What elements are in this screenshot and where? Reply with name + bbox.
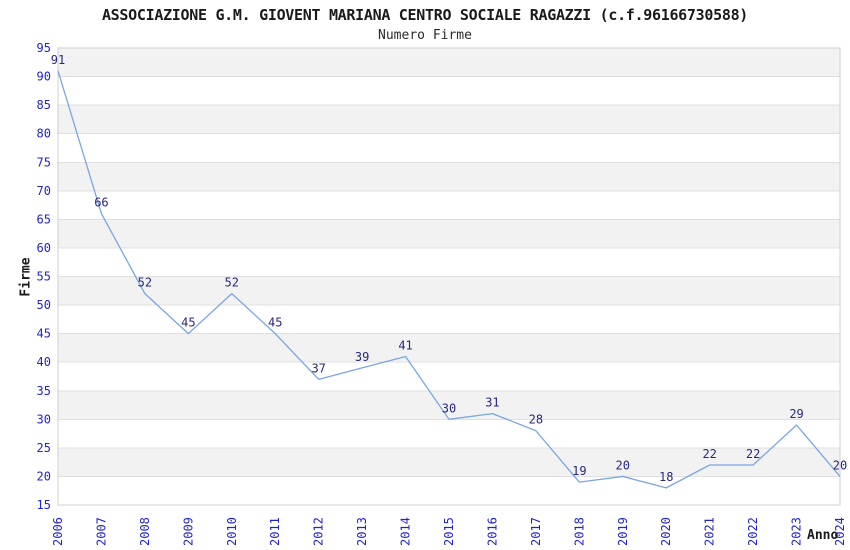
x-tick-label: 2010	[225, 517, 239, 546]
y-tick-label: 65	[37, 212, 51, 226]
y-tick-label: 50	[37, 298, 51, 312]
x-tick-label: 2007	[94, 517, 108, 546]
plot-band	[58, 447, 840, 477]
x-tick-label: 2019	[616, 517, 630, 546]
y-tick-label: 90	[37, 70, 51, 84]
plot-border	[57, 47, 841, 506]
data-point-label: 22	[746, 447, 760, 461]
x-tick-label: 2024	[833, 517, 847, 546]
y-tick-label: 55	[37, 270, 51, 284]
data-point-label: 31	[485, 396, 499, 410]
plot-band	[58, 48, 840, 77]
y-tick-label: 95	[37, 41, 51, 55]
data-point-label: 18	[659, 470, 673, 484]
x-tick-label: 2015	[442, 517, 456, 546]
data-point-label: 30	[442, 401, 456, 415]
x-tick-label: 2021	[703, 517, 717, 546]
y-tick-label: 30	[37, 412, 51, 426]
chart-subtitle: Numero Firme	[378, 28, 472, 43]
y-tick-label: 20	[37, 469, 51, 483]
data-point-label: 39	[355, 350, 369, 364]
data-point-label: 41	[398, 338, 412, 352]
x-tick-label: 2012	[312, 517, 326, 546]
y-axis-title: Firme	[18, 257, 34, 297]
y-tick-label: 25	[37, 441, 51, 455]
x-tick-label: 2016	[485, 517, 499, 546]
x-axis-title: Anno	[807, 528, 839, 543]
data-point-label: 45	[181, 316, 195, 330]
data-point-label: 91	[51, 53, 65, 67]
plot-band	[58, 276, 840, 306]
data-point-label: 28	[529, 413, 543, 427]
x-tick-label: 2014	[399, 517, 413, 546]
plot-band	[58, 105, 840, 134]
plot-band	[58, 333, 840, 363]
y-tick-label: 40	[37, 355, 51, 369]
x-tick-label: 2020	[659, 517, 673, 546]
data-line	[57, 70, 841, 489]
data-point-label: 66	[94, 196, 108, 210]
data-point-label: 52	[225, 276, 239, 290]
data-point-label: 22	[702, 447, 716, 461]
x-tick-label: 2023	[790, 517, 804, 546]
y-tick-label: 80	[37, 127, 51, 141]
y-tick-label: 85	[37, 98, 51, 112]
x-tick-label: 2008	[138, 517, 152, 546]
y-tick-label: 15	[37, 498, 51, 512]
y-tick-label: 45	[37, 327, 51, 341]
data-point-label: 19	[572, 464, 586, 478]
y-tick-label: 75	[37, 155, 51, 169]
data-point-label: 52	[138, 276, 152, 290]
x-tick-label: 2011	[268, 517, 282, 546]
chart-title: ASSOCIAZIONE G.M. GIOVENT MARIANA CENTRO…	[101, 6, 749, 24]
data-point-label: 20	[833, 458, 847, 472]
data-point-label: 37	[311, 361, 325, 375]
x-tick-label: 2018	[572, 517, 586, 546]
y-tick-label: 60	[37, 241, 51, 255]
plot-band	[58, 162, 840, 191]
plot-band	[58, 219, 840, 248]
plot-band	[58, 390, 840, 420]
x-tick-label: 2022	[746, 517, 760, 546]
data-point-label: 45	[268, 316, 282, 330]
y-tick-label: 70	[37, 184, 51, 198]
x-tick-label: 2006	[51, 517, 65, 546]
x-tick-label: 2009	[181, 517, 195, 546]
x-tick-label: 2017	[529, 517, 543, 546]
y-tick-label: 35	[37, 384, 51, 398]
data-point-label: 20	[616, 458, 630, 472]
x-tick-label: 2013	[355, 517, 369, 546]
data-point-label: 29	[789, 407, 803, 421]
